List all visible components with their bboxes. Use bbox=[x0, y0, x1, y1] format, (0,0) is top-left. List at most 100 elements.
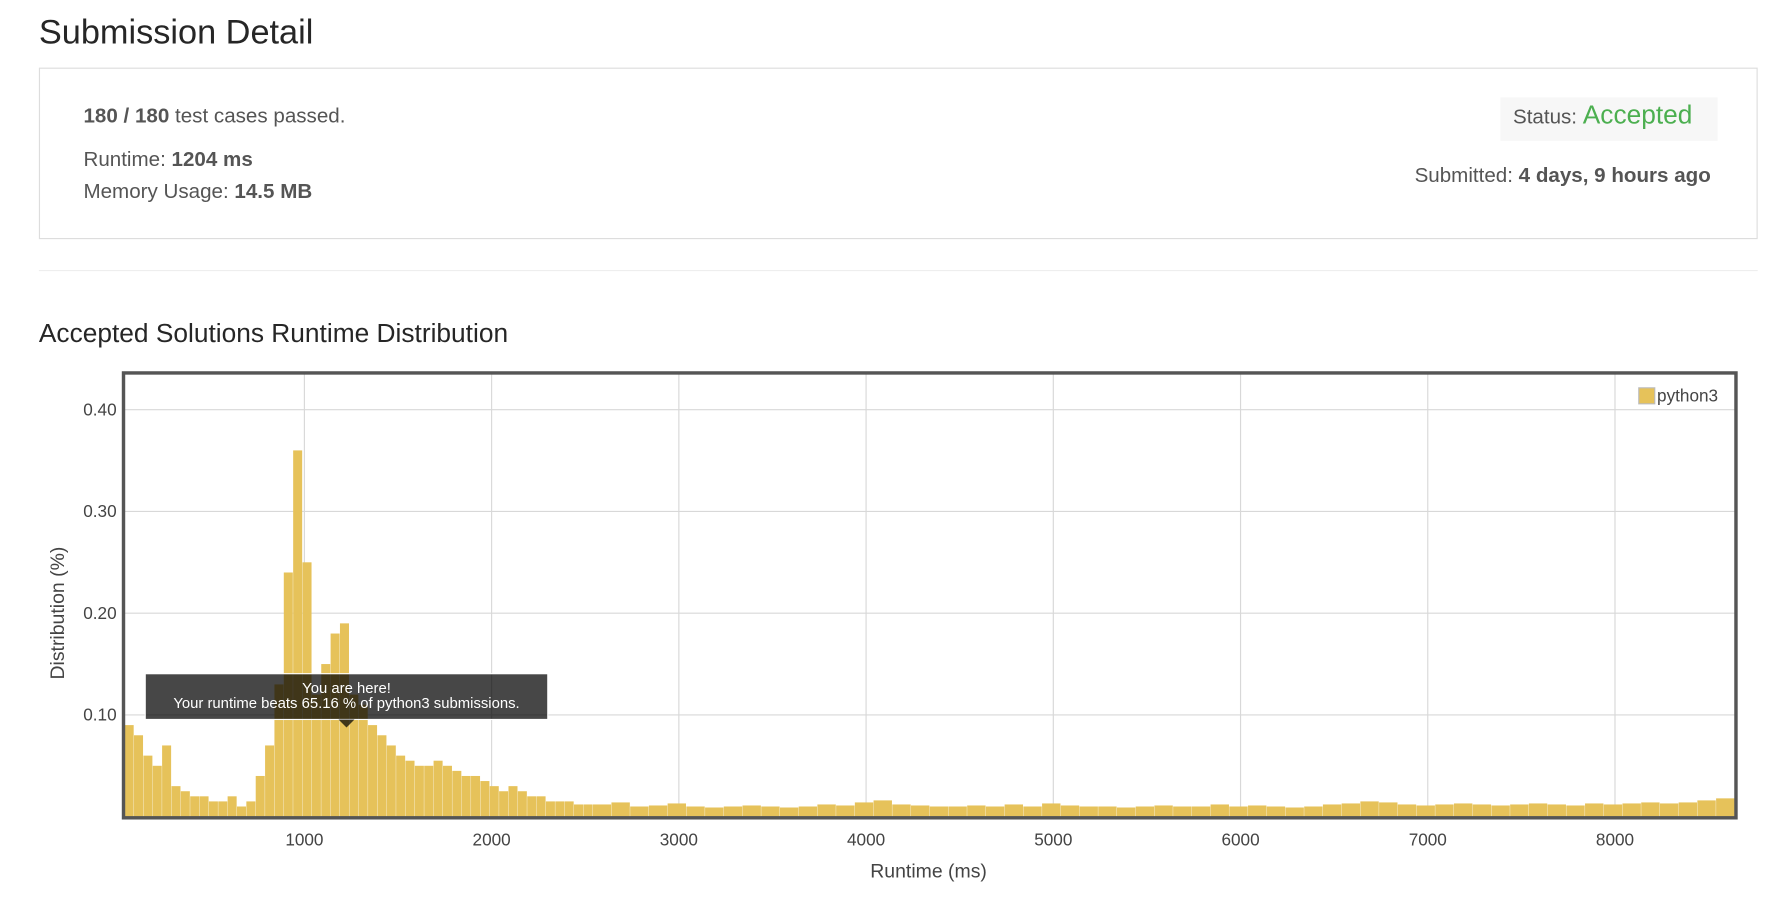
bar bbox=[1004, 804, 1024, 817]
bar bbox=[1266, 806, 1286, 817]
bar bbox=[1023, 806, 1042, 817]
bar bbox=[499, 791, 509, 817]
bar bbox=[1341, 803, 1361, 817]
bar bbox=[358, 704, 368, 817]
bar bbox=[1453, 803, 1473, 817]
bar bbox=[779, 807, 799, 817]
x-axis-title: Runtime (ms) bbox=[870, 860, 987, 882]
bar bbox=[349, 694, 359, 817]
bar bbox=[1042, 803, 1061, 817]
bar bbox=[854, 802, 874, 817]
bar bbox=[1116, 807, 1136, 817]
bar bbox=[798, 806, 818, 817]
bar bbox=[667, 803, 686, 817]
runtime: Runtime: 1204 ms bbox=[83, 148, 252, 171]
bar bbox=[1098, 806, 1117, 817]
bar bbox=[1322, 804, 1342, 817]
bar bbox=[180, 791, 190, 817]
bar bbox=[396, 755, 406, 817]
bar bbox=[1622, 803, 1641, 817]
y-tick-label: 0.40 bbox=[83, 399, 116, 419]
bar bbox=[424, 765, 434, 817]
bar bbox=[1210, 804, 1229, 817]
bar bbox=[761, 806, 780, 817]
tooltip-box bbox=[144, 673, 549, 721]
passed-count: 180 / 180 bbox=[83, 105, 169, 128]
bar bbox=[461, 775, 471, 817]
bar bbox=[246, 801, 256, 817]
bar bbox=[330, 633, 340, 817]
bar bbox=[1547, 804, 1566, 817]
bar bbox=[311, 694, 321, 817]
status-label: Status: bbox=[1513, 106, 1577, 129]
bar bbox=[836, 805, 855, 817]
status-box bbox=[1500, 97, 1718, 141]
x-tick-label: 6000 bbox=[1221, 829, 1259, 849]
bar bbox=[555, 801, 565, 817]
bar bbox=[1360, 801, 1379, 817]
bar bbox=[143, 755, 153, 817]
bar bbox=[293, 450, 303, 817]
bar bbox=[1659, 803, 1679, 817]
bar bbox=[517, 791, 527, 817]
bar bbox=[583, 804, 593, 817]
memory-label: Memory Usage: bbox=[83, 180, 228, 203]
x-tick-label: 3000 bbox=[660, 829, 698, 849]
bar bbox=[1154, 805, 1173, 817]
status: Status: Accepted bbox=[1513, 100, 1692, 130]
bar bbox=[386, 745, 396, 817]
bar bbox=[227, 796, 237, 817]
bar bbox=[985, 806, 1005, 817]
bar bbox=[873, 800, 892, 817]
bar bbox=[124, 725, 134, 817]
bar bbox=[1435, 804, 1454, 817]
bar bbox=[1060, 805, 1080, 817]
bar bbox=[967, 805, 986, 817]
legend-swatch bbox=[1638, 387, 1656, 405]
passed-suffix: test cases passed. bbox=[175, 105, 345, 128]
bar bbox=[536, 796, 546, 817]
y-tick-label: 0.10 bbox=[83, 705, 116, 725]
bar bbox=[1603, 804, 1623, 817]
bar bbox=[1397, 804, 1417, 817]
bar bbox=[162, 745, 172, 817]
legend-label: python3 bbox=[1657, 386, 1718, 406]
y-tick-label: 0.30 bbox=[83, 501, 116, 521]
bar bbox=[1678, 802, 1698, 817]
bar bbox=[1528, 803, 1548, 817]
bar bbox=[592, 804, 612, 817]
bar bbox=[236, 806, 247, 817]
page-title: Submission Detail bbox=[39, 14, 314, 52]
bar bbox=[405, 760, 415, 817]
summary-box bbox=[38, 67, 1758, 240]
bar bbox=[1304, 806, 1323, 817]
plot-frame bbox=[121, 371, 1738, 820]
bar bbox=[433, 760, 443, 817]
bar bbox=[545, 801, 555, 817]
bar bbox=[686, 806, 705, 817]
bar bbox=[218, 801, 228, 817]
bar bbox=[321, 664, 331, 817]
bar bbox=[1079, 806, 1098, 817]
bar bbox=[480, 781, 490, 817]
x-tick-label: 2000 bbox=[473, 829, 511, 849]
bar bbox=[452, 770, 462, 817]
bar bbox=[414, 765, 424, 817]
memory: Memory Usage: 14.5 MB bbox=[83, 180, 312, 203]
bar bbox=[892, 804, 911, 817]
bar bbox=[1641, 802, 1660, 817]
bar bbox=[471, 775, 481, 817]
y-axis-title: Distribution (%) bbox=[47, 547, 69, 680]
y-tick-label: 0.20 bbox=[83, 603, 116, 623]
bar bbox=[377, 735, 387, 817]
tooltip-text: You are here! bbox=[302, 681, 391, 697]
bar bbox=[1379, 802, 1398, 817]
bar bbox=[929, 806, 949, 817]
bar bbox=[508, 786, 518, 817]
bar bbox=[911, 805, 930, 817]
bar bbox=[742, 805, 761, 817]
x-tick-label: 8000 bbox=[1596, 829, 1634, 849]
bar bbox=[817, 804, 836, 817]
